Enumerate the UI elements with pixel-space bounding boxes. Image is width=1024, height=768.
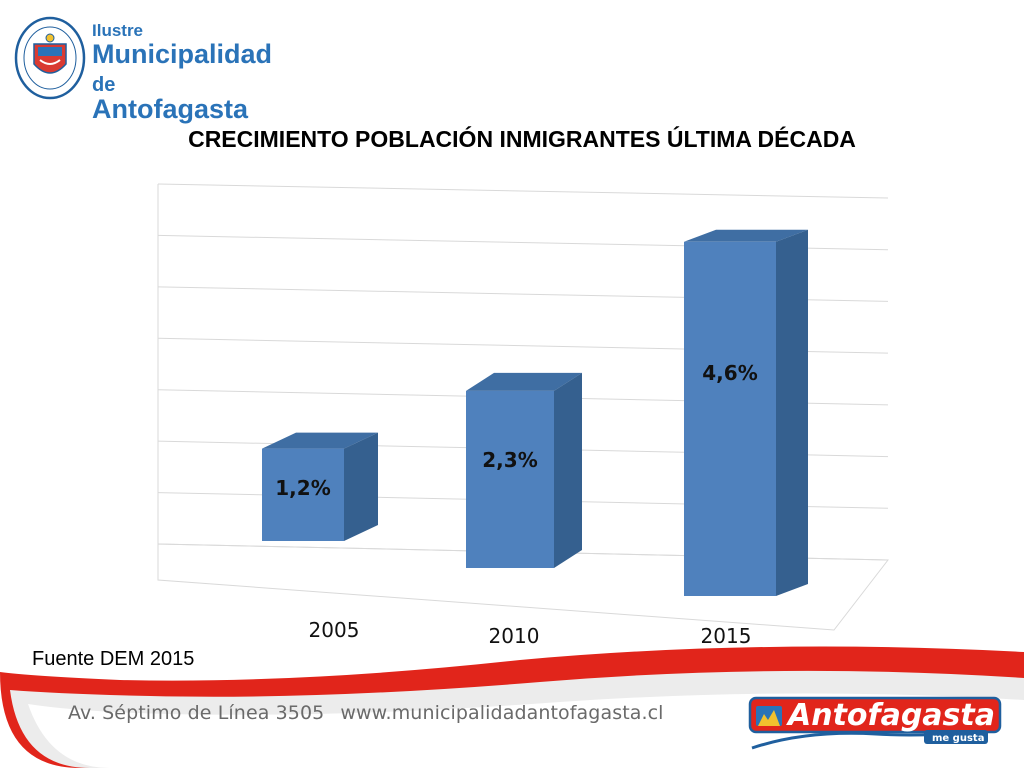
source-note: Fuente DEM 2015 <box>32 648 195 670</box>
bar-side-2010 <box>554 372 582 568</box>
logo-line-city: Antofagasta <box>92 94 249 124</box>
footer-website[interactable]: www.municipalidadantofagasta.cl <box>340 702 664 724</box>
municipal-seal-icon <box>14 16 86 100</box>
brand-tagline: me gusta <box>932 733 984 744</box>
bar-side-2005 <box>344 432 378 541</box>
brand-name: Antofagasta <box>786 698 995 733</box>
chart-title: CRECIMIENTO POBLACIÓN INMIGRANTES ÚLTIMA… <box>188 126 856 152</box>
bar-2005 <box>262 448 344 541</box>
municipality-logo: Ilustre Municipalidad de Antofagasta <box>14 12 274 123</box>
logo-line-municipalidad: Municipalidad <box>92 39 273 69</box>
category-label-2015: 2015 <box>701 624 752 648</box>
bar-top-2010 <box>466 372 582 391</box>
antofagasta-brand-logo: Antofagasta me gusta <box>748 696 1002 750</box>
bar-top-2015 <box>684 229 808 242</box>
gridline <box>157 183 889 199</box>
footer-address: Av. Séptimo de Línea 3505 <box>68 702 325 724</box>
data-label-2005: 1,2% <box>275 476 330 500</box>
logo-line-antofagasta: de Antofagasta <box>92 69 274 123</box>
logo-line-prefix: de <box>92 74 116 96</box>
bar-top-2005 <box>262 432 378 449</box>
chart-floor <box>157 543 890 631</box>
logo-line-ilustre: Ilustre <box>92 21 144 40</box>
bar-2015 <box>684 241 776 597</box>
data-label-2010: 2,3% <box>482 448 537 472</box>
category-label-2005: 2005 <box>309 618 360 642</box>
category-label-2010: 2010 <box>489 624 540 648</box>
data-label-2015: 4,6% <box>702 361 757 385</box>
bar-2010 <box>466 390 554 568</box>
bar-side-2015 <box>776 229 808 597</box>
logo-wordmark: Ilustre Municipalidad de Antofagasta <box>92 22 274 123</box>
footer-contact: Av. Séptimo de Línea 3505 www.municipalid… <box>68 702 680 724</box>
